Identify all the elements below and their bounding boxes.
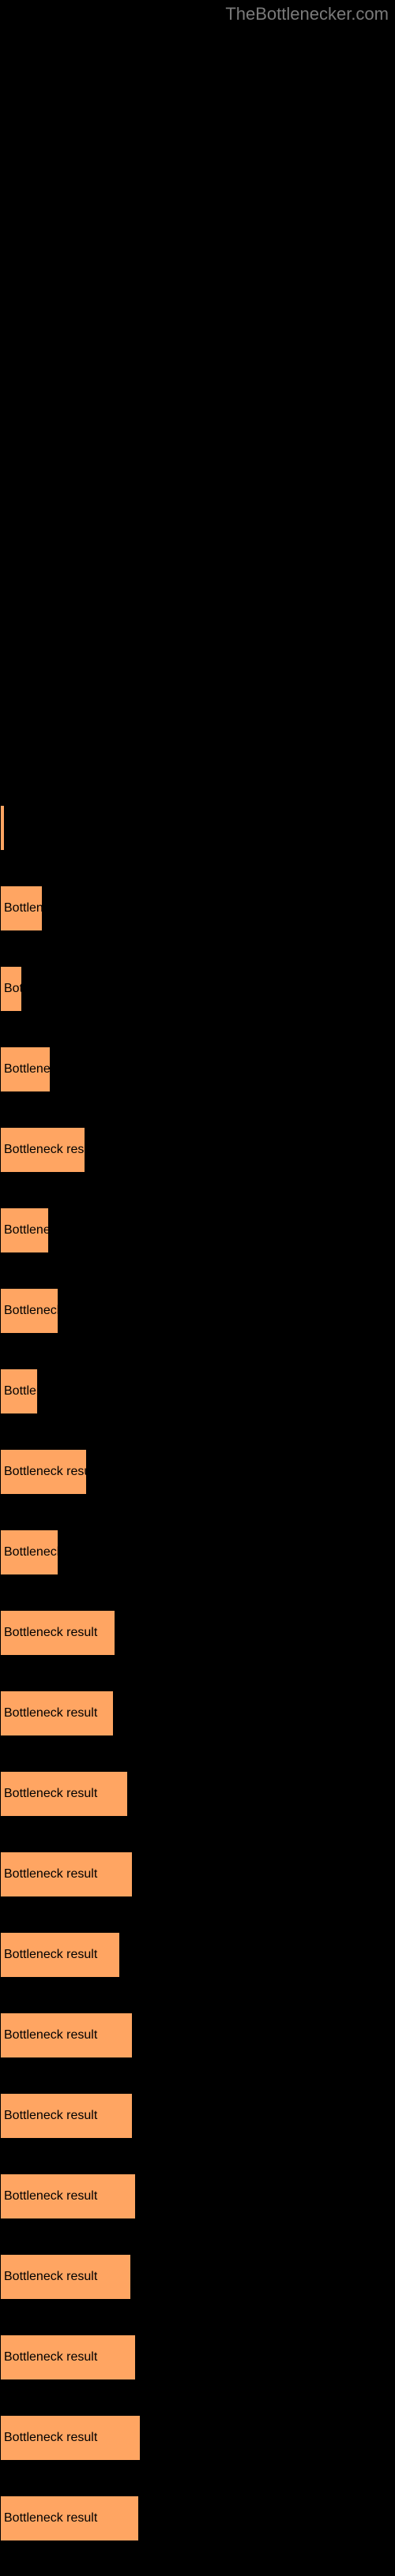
bar-label: Bottleneck result (4, 2189, 97, 2203)
bar-21: Bottleneck result (0, 2496, 139, 2541)
bar-15: Bottleneck result (0, 2012, 133, 2058)
bar-row: Bottleneck result (0, 2496, 395, 2541)
bar-12: Bottleneck result (0, 1771, 128, 1817)
bar-label: Bottleneck result (4, 982, 22, 996)
bar-row: Bottleneck result (0, 1610, 395, 1656)
bar-label: Bottleneck result (4, 1384, 38, 1398)
bar-row: Bottleneck result (0, 2334, 395, 2380)
bar-label: Bottleneck result (4, 2270, 97, 2284)
bar-9: Bottleneck result (0, 1530, 58, 1575)
bar-19: Bottleneck result (0, 2334, 136, 2380)
bar-label: Bottleneck result (4, 2028, 97, 2042)
bar-label: Bottleneck result (4, 1545, 58, 1559)
bar-row: Bottleneck result (0, 1208, 395, 1253)
bar-row: Bottleneck result (0, 2012, 395, 2058)
bar-label: Bottleneck result (4, 901, 43, 915)
bar-label: Bottleneck result (4, 2350, 97, 2364)
bar-20: Bottleneck result (0, 2415, 141, 2461)
bar-row: Bottleneck result (0, 1449, 395, 1495)
bar-label: Bottleneck result (4, 1465, 87, 1479)
bar-0: Bottleneck result (0, 805, 5, 851)
bar-label: Bottleneck result (4, 821, 5, 835)
bar-10: Bottleneck result (0, 1610, 115, 1656)
bar-row: Bottleneck result (0, 1127, 395, 1173)
bar-label: Bottleneck result (4, 2431, 97, 2445)
bar-label: Bottleneck result (4, 1223, 49, 1237)
bar-8: Bottleneck result (0, 1449, 87, 1495)
bar-row: Bottleneck result (0, 1368, 395, 1414)
bar-row: Bottleneck result (0, 886, 395, 931)
bar-14: Bottleneck result (0, 1932, 120, 1978)
bar-17: Bottleneck result (0, 2174, 136, 2219)
bar-chart: Bottleneck result Bottleneck result Bott… (0, 805, 395, 2576)
bar-row: Bottleneck result (0, 2415, 395, 2461)
bar-label: Bottleneck result (4, 1948, 97, 1962)
bar-7: Bottleneck result (0, 1368, 38, 1414)
bar-row: Bottleneck result (0, 1530, 395, 1575)
bar-13: Bottleneck result (0, 1852, 133, 1897)
bar-row: Bottleneck result (0, 2174, 395, 2219)
bar-label: Bottleneck result (4, 1787, 97, 1801)
bar-4: Bottleneck result (0, 1127, 85, 1173)
bar-6: Bottleneck result (0, 1288, 58, 1334)
bar-label: Bottleneck result (4, 1062, 51, 1076)
bar-label: Bottleneck result (4, 1706, 97, 1720)
bar-label: Bottleneck result (4, 2109, 97, 2123)
watermark-text: TheBottlenecker.com (225, 4, 389, 24)
bar-label: Bottleneck result (4, 2511, 97, 2525)
bar-row: Bottleneck result (0, 1771, 395, 1817)
bar-row: Bottleneck result (0, 2254, 395, 2300)
bar-row: Bottleneck result (0, 1690, 395, 1736)
bar-row: Bottleneck result (0, 1046, 395, 1092)
bar-label: Bottleneck result (4, 1626, 97, 1640)
bar-row: Bottleneck result (0, 1932, 395, 1978)
bar-5: Bottleneck result (0, 1208, 49, 1253)
bar-label: Bottleneck result (4, 1304, 58, 1318)
bar-row: Bottleneck result (0, 1852, 395, 1897)
bar-label: Bottleneck result (4, 1867, 97, 1881)
bar-row: Bottleneck result (0, 966, 395, 1012)
bar-11: Bottleneck result (0, 1690, 114, 1736)
bar-label: Bottleneck result (4, 1143, 85, 1157)
bar-3: Bottleneck result (0, 1046, 51, 1092)
bar-2: Bottleneck result (0, 966, 22, 1012)
bar-16: Bottleneck result (0, 2093, 133, 2139)
bar-1: Bottleneck result (0, 886, 43, 931)
bar-row: Bottleneck result (0, 1288, 395, 1334)
bar-18: Bottleneck result (0, 2254, 131, 2300)
bar-row: Bottleneck result (0, 805, 395, 851)
bar-row: Bottleneck result (0, 2093, 395, 2139)
